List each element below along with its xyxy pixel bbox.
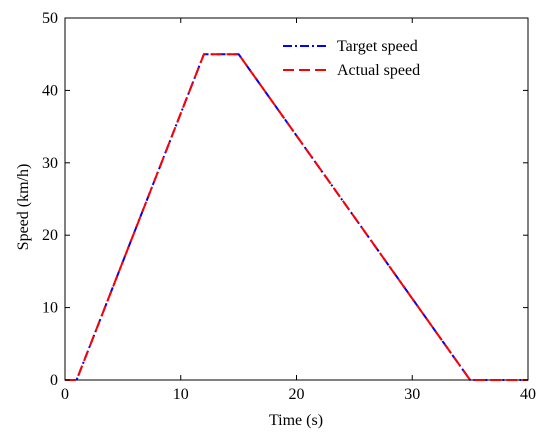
series-line-actual-speed: [65, 53, 528, 381]
y-tick-label: 10: [42, 300, 58, 317]
x-tick-label: 0: [61, 386, 69, 403]
series-line-target-speed: [65, 53, 528, 381]
x-tick-label: 20: [289, 386, 305, 403]
axes-layer: 0 10 20 30 40 0 10 20 30 40 50: [42, 10, 536, 403]
plot-frame: [64, 17, 529, 381]
y-tick-label: 0: [50, 372, 58, 389]
y-tick-label: 40: [42, 82, 58, 99]
legend-label-target-speed: Target speed: [337, 38, 418, 55]
y-axis-label: Speed (km/h): [15, 164, 32, 251]
y-tick-label: 30: [42, 155, 58, 172]
y-tick-label: 50: [42, 10, 58, 27]
legend-label-actual-speed: Actual speed: [337, 62, 420, 79]
x-axis-label: Time (s): [269, 412, 323, 429]
x-tick-label: 40: [520, 386, 536, 403]
y-tick-label: 20: [42, 227, 58, 244]
x-tick-label: 30: [404, 386, 420, 403]
x-tick-label: 10: [173, 386, 189, 403]
legend: Target speed Actual speed: [283, 38, 420, 79]
plot-area: [64, 17, 529, 381]
series-layer: [65, 53, 528, 381]
